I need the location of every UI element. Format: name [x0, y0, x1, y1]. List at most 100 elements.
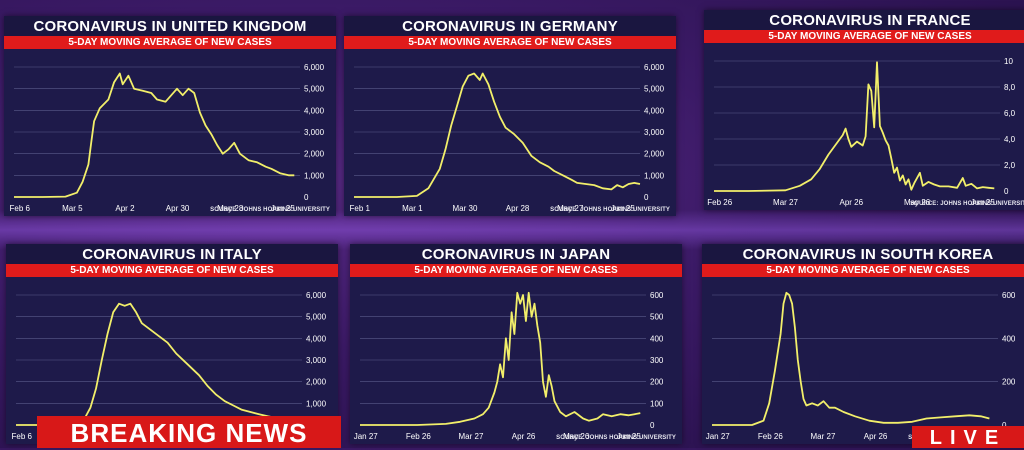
breaking-news-banner: BREAKING NEWS	[37, 416, 341, 448]
x-tick-label: Mar 1	[402, 204, 423, 213]
series-line	[712, 291, 990, 426]
x-tick-label: Feb 1	[349, 204, 370, 213]
y-tick-zero: 0	[1002, 421, 1007, 430]
chart-subtitle: 5-DAY MOVING AVERAGE OF NEW CASES	[704, 30, 1024, 43]
chart-panel-5: CORONAVIRUS IN SOUTH KOREA 5-DAY MOVING A…	[702, 244, 1024, 444]
y-tick-label: 400	[1002, 334, 1016, 343]
chart-subtitle: 5-DAY MOVING AVERAGE OF NEW CASES	[344, 36, 676, 49]
x-tick-label: Apr 30	[166, 204, 190, 213]
chart-plot: 2,0 4,0 6,0 8,0 10 0 Feb 26 Mar 27 Apr 26 May 26 J…	[707, 57, 1016, 207]
y-tick-label: 8,0	[1004, 83, 1016, 92]
x-tick-label: May 26	[563, 432, 590, 441]
y-tick-label: 3,000	[304, 128, 325, 137]
y-tick-label: 4,0	[1004, 135, 1016, 144]
y-tick-label: 5,000	[644, 85, 665, 94]
x-tick-label: Feb 26	[406, 432, 431, 441]
x-tick-label: May 26	[904, 198, 931, 207]
live-badge: LIVE	[912, 426, 1024, 449]
chart-title: CORONAVIRUS IN ITALY	[6, 244, 338, 264]
y-tick-label: 4,000	[644, 106, 665, 115]
chart-subtitle: 5-DAY MOVING AVERAGE OF NEW CASES	[702, 264, 1024, 277]
y-tick-label: 600	[1002, 291, 1016, 300]
chart-title: CORONAVIRUS IN JAPAN	[350, 244, 682, 264]
x-tick-label: May 27	[557, 204, 584, 213]
background-glow	[0, 210, 1024, 250]
x-tick-label: Jun 25	[271, 204, 296, 213]
y-tick-label: 200	[1002, 378, 1016, 387]
x-tick-label: Jan 27	[354, 432, 379, 441]
x-tick-label: Apr 26	[839, 198, 863, 207]
x-tick-label: Mar 27	[459, 432, 484, 441]
y-tick-label: 10	[1004, 57, 1013, 66]
x-tick-label: Mar 30	[453, 204, 478, 213]
y-tick-zero: 0	[1004, 187, 1009, 196]
source-credit: SOURCE: JOHNS HOPKINS UNIVERSITY	[550, 207, 670, 213]
x-tick-label: May 28	[217, 204, 244, 213]
y-tick-label: 6,000	[306, 291, 327, 300]
y-tick-label: 1,000	[644, 171, 665, 180]
chart-plot: 1,000 2,000 3,000 4,000 5,000 6,000 0 Feb 6 Mar …	[9, 63, 325, 213]
series-line	[354, 72, 641, 198]
y-tick-label: 200	[650, 378, 664, 387]
y-tick-label: 2,0	[1004, 161, 1016, 170]
y-tick-label: 500	[650, 313, 664, 322]
y-tick-label: 3,000	[644, 128, 665, 137]
chart-panel-3: CORONAVIRUS IN ITALY 5-DAY MOVING AVERAGE…	[6, 244, 338, 444]
x-tick-label: Apr 26	[512, 432, 536, 441]
chart-panel-4: CORONAVIRUS IN JAPAN 5-DAY MOVING AVERAGE…	[350, 244, 682, 444]
y-tick-zero: 0	[304, 193, 309, 202]
y-tick-label: 600	[650, 291, 664, 300]
y-tick-label: 2,000	[306, 378, 327, 387]
series-line	[714, 61, 995, 192]
source-credit: SOURCE: JOHNS HOPKINS UNIVERSITY	[910, 201, 1024, 207]
y-tick-label: 4,000	[306, 334, 327, 343]
x-tick-label: Apr 2	[115, 204, 135, 213]
x-tick-label: Jan 27	[706, 432, 731, 441]
y-tick-label: 1,000	[306, 399, 327, 408]
x-tick-label: Jun 25	[617, 432, 642, 441]
chart-subtitle: 5-DAY MOVING AVERAGE OF NEW CASES	[6, 264, 338, 277]
y-tick-label: 400	[650, 334, 664, 343]
series-line	[14, 72, 295, 198]
chart-plot: 1,000 2,000 3,000 4,000 5,000 6,000 0 Feb 1 Mar …	[349, 63, 665, 213]
y-tick-label: 3,000	[306, 356, 327, 365]
y-tick-label: 4,000	[304, 106, 325, 115]
source-credit: SOURCE: JOHNS HOPKINS UNIVERSITY	[556, 435, 676, 441]
x-tick-label: Apr 28	[506, 204, 530, 213]
series-line	[16, 302, 297, 426]
chart-title: CORONAVIRUS IN UNITED KINGDOM	[4, 16, 336, 36]
y-tick-zero: 0	[644, 193, 649, 202]
chart-panel-2: CORONAVIRUS IN FRANCE 5-DAY MOVING AVERAG…	[704, 10, 1024, 210]
y-tick-label: 300	[650, 356, 664, 365]
chart-title: CORONAVIRUS IN GERMANY	[344, 16, 676, 36]
chart-title: CORONAVIRUS IN FRANCE	[704, 10, 1024, 30]
x-tick-label: Apr 26	[864, 432, 888, 441]
x-tick-label: Mar 5	[62, 204, 83, 213]
y-tick-label: 1,000	[304, 171, 325, 180]
y-tick-label: 6,000	[644, 63, 665, 72]
chart-panel-1: CORONAVIRUS IN GERMANY 5-DAY MOVING AVERA…	[344, 16, 676, 216]
y-tick-label: 5,000	[304, 85, 325, 94]
x-tick-label: Jun 25	[611, 204, 636, 213]
x-tick-label: Feb 6	[11, 432, 32, 441]
x-tick-label: Feb 6	[9, 204, 30, 213]
chart-subtitle: 5-DAY MOVING AVERAGE OF NEW CASES	[350, 264, 682, 277]
x-tick-label: Feb 26	[707, 198, 732, 207]
chart-panel-0: CORONAVIRUS IN UNITED KINGDOM 5-DAY MOVIN…	[4, 16, 336, 216]
y-tick-label: 100	[650, 399, 664, 408]
y-tick-label: 5,000	[306, 313, 327, 322]
chart-title: CORONAVIRUS IN SOUTH KOREA	[702, 244, 1024, 264]
x-tick-label: Mar 27	[811, 432, 836, 441]
chart-subtitle: 5-DAY MOVING AVERAGE OF NEW CASES	[4, 36, 336, 49]
y-tick-zero: 0	[650, 421, 655, 430]
x-tick-label: Mar 27	[773, 198, 798, 207]
x-tick-label: Feb 26	[758, 432, 783, 441]
y-tick-label: 2,000	[304, 150, 325, 159]
chart-plot: 100 200 300 400 500 600 0 Jan 27 Feb 26 Mar 27 Apr…	[354, 291, 664, 441]
x-tick-label: Jun 25	[971, 198, 996, 207]
y-tick-label: 6,0	[1004, 109, 1016, 118]
y-tick-label: 6,000	[304, 63, 325, 72]
source-credit: SOURCE: JOHNS HOPKINS UNIVERSITY	[210, 207, 330, 213]
y-tick-label: 2,000	[644, 150, 665, 159]
